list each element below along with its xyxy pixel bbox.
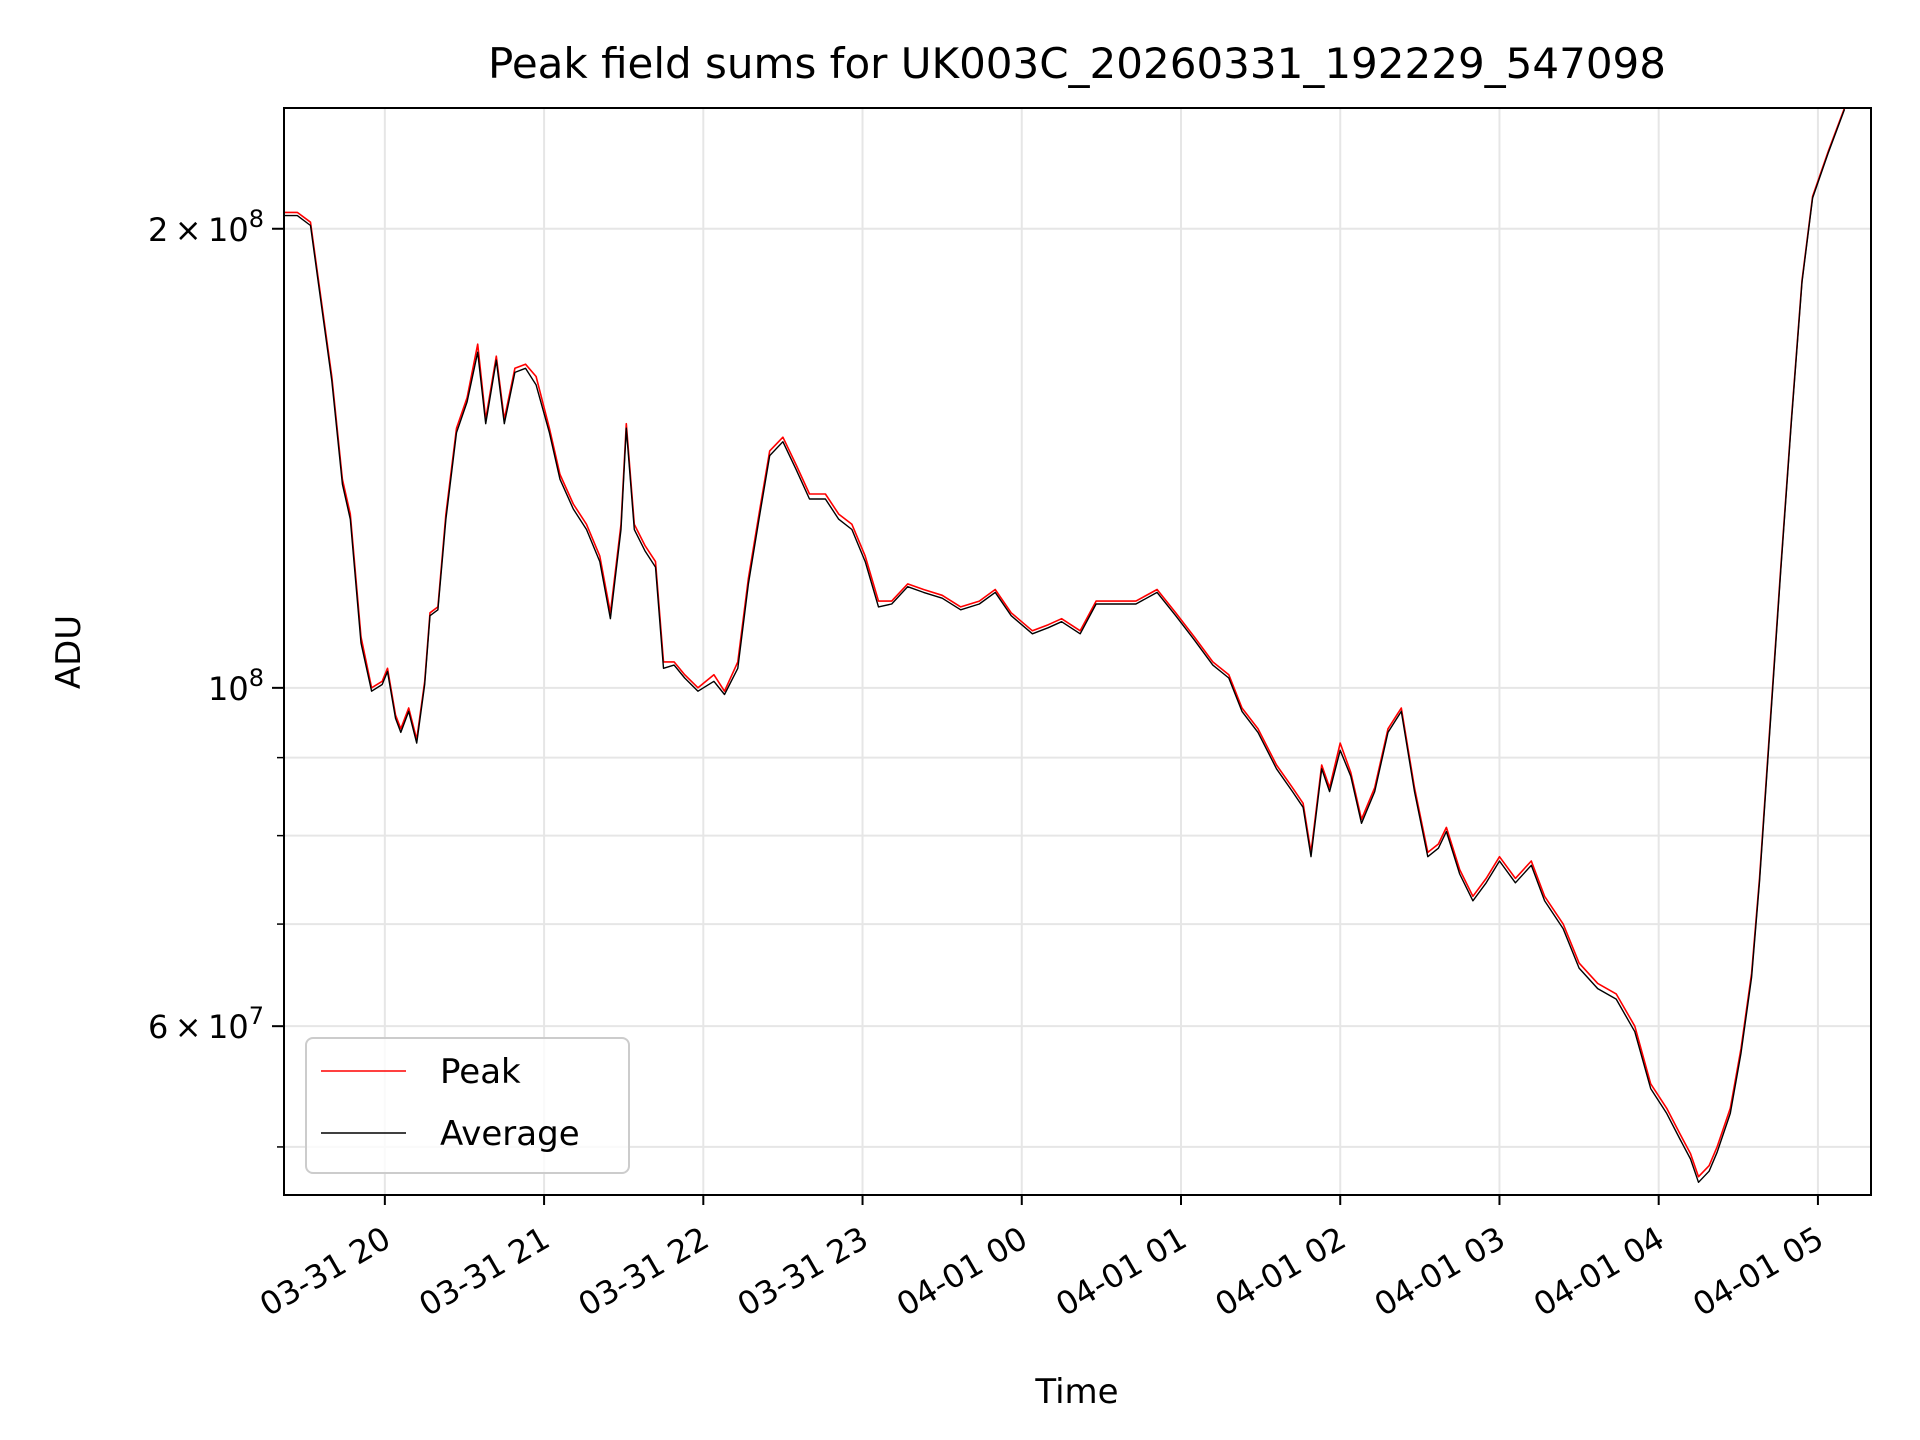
series-line-peak — [284, 107, 1846, 1178]
x-axis-label: Time — [1034, 1372, 1118, 1412]
y-axis-label: ADU — [49, 615, 89, 689]
chart-title: Peak field sums for UK003C_20260331_1922… — [488, 39, 1666, 88]
legend-label-peak: Peak — [440, 1052, 521, 1092]
y-tick-label: 2 × 108 — [148, 205, 264, 249]
series-layer — [284, 107, 1846, 1183]
grid — [284, 108, 1871, 1195]
legend-label-average: Average — [440, 1114, 580, 1154]
plot-frame — [283, 107, 1872, 1196]
y-tick-label: 108 — [208, 664, 264, 708]
y-tick-label: 6 × 107 — [148, 1002, 264, 1046]
legend: Peak Average — [305, 1037, 630, 1174]
series-line-average — [284, 109, 1846, 1183]
y-axis-ticks: 6 × 107 108 2 × 108 — [148, 205, 284, 1148]
